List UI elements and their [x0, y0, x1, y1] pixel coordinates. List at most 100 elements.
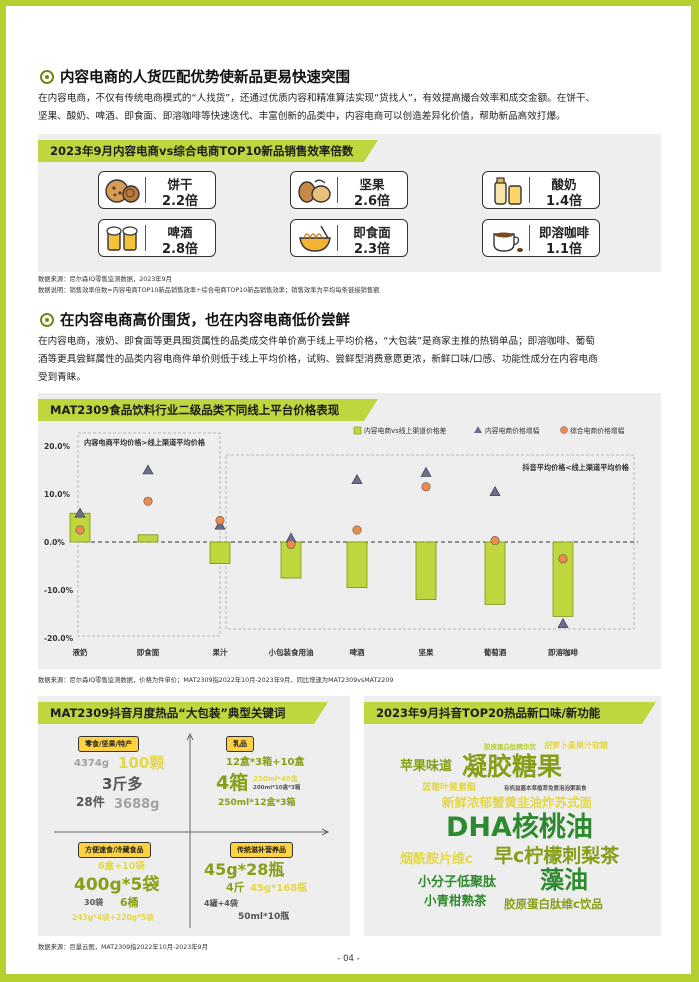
keyword: 12盒*3箱+10盒 — [226, 757, 305, 768]
x-tick-label: 葡萄酒 — [483, 647, 507, 657]
card-divider — [529, 177, 530, 203]
card-value: 1.4倍 — [545, 194, 583, 209]
card-beer: 啤酒 2.8倍 — [98, 219, 216, 257]
annotation-higher: 内容电商平均价格>线上渠道平均价格 — [84, 438, 206, 447]
circle-point-4 — [352, 525, 362, 535]
card-value: 2.6倍 — [353, 194, 391, 209]
section2-paragraph: 在内容电商，液奶、即食面等更具囤货属性的品类成交件单价高于线上平均价格，“大包装… — [38, 333, 678, 387]
bar-6 — [484, 541, 506, 605]
y-tick-label: -20.0% — [44, 634, 74, 643]
triangle-point-5 — [420, 466, 432, 477]
cloud-word: 烟酰胺片维c — [400, 852, 473, 867]
noodles-icon — [299, 225, 331, 252]
x-tick-label: 啤酒 — [350, 647, 365, 657]
card-value: 2.8倍 — [161, 242, 199, 257]
circle-point-0 — [75, 525, 85, 535]
keyword: 50ml*10瓶 — [238, 912, 290, 922]
section1-title: 内容电商的人货匹配优势使新品更易快速突围 — [60, 70, 350, 86]
legend-label-triangle: 内容电商价格增幅 — [485, 426, 540, 435]
target-bullet-icon — [40, 313, 54, 327]
card-divider — [145, 177, 146, 203]
para-line: 坚果、酸奶、啤酒、即食面、即溶咖啡等快速迭代、丰富创新的品类中，内容电商可以创造… — [38, 111, 566, 122]
keyword: 250ml*40盒 — [253, 775, 298, 783]
section2-source: 数据来源：尼尔森IQ零售监测数据，价格为件单价；MAT2309指2022年10月… — [38, 677, 394, 684]
x-tick-label: 果汁 — [213, 647, 228, 657]
card-divider — [337, 225, 338, 251]
card-coffee: 即溶咖啡 1.1倍 — [482, 219, 600, 257]
x-tick-label: 小包装食用油 — [269, 647, 314, 657]
efficiency-panel: 2023年9月内容电商vs综合电商TOP10新品销售效率倍数 饼干 2.2倍 坚… — [38, 134, 661, 272]
card-yogurt: 酸奶 1.4倍 — [482, 171, 600, 209]
keyword: 28件 — [76, 795, 105, 809]
cloud-word: 胶原蛋白肽精华饮 — [484, 743, 536, 751]
legend-swatch-bar — [353, 426, 362, 435]
keyword: 4374g — [74, 758, 109, 769]
triangle-point-4 — [351, 473, 363, 484]
section1-paragraph: 在内容电商，不仅有传统电商模式的“人找货”，还通过优质内容和精准算法实现“货找人… — [38, 90, 678, 126]
circle-point-5 — [421, 482, 431, 492]
card-value: 1.1倍 — [545, 242, 583, 257]
bar-1 — [137, 534, 159, 543]
card-value: 2.2倍 — [161, 194, 199, 209]
keyword: 250ml*12盒*3箱 — [218, 798, 296, 808]
para-line: 在内容电商，不仅有传统电商模式的“人找货”，还通过优质内容和精准算法实现“货找人… — [38, 93, 596, 104]
x-tick-label: 即食面 — [137, 647, 160, 657]
card-biscuit: 饼干 2.2倍 — [98, 171, 216, 209]
circle-point-6 — [490, 536, 500, 546]
para-line: 受到青睐。 — [38, 372, 86, 383]
y-tick-label: 20.0% — [44, 442, 71, 451]
keyword: 30袋 — [84, 898, 104, 907]
legend-swatch-triangle — [474, 426, 482, 433]
annotation-lower: 抖音平均价格<线上渠道平均价格 — [522, 463, 629, 472]
page-number: - 04 - — [337, 954, 360, 964]
cloud-word: 胡萝卜素果汁软糖 — [544, 741, 608, 750]
circle-point-1 — [143, 496, 153, 506]
keyword: 45g*168瓶 — [250, 883, 308, 894]
cloud-word: DHA核桃油 — [446, 812, 593, 843]
x-tick-label: 液奶 — [73, 647, 88, 657]
nuts-icon — [298, 179, 331, 203]
keyword: 6盒+10袋 — [98, 861, 145, 872]
region-box-higher — [77, 432, 221, 637]
keyword: 6桶 — [120, 896, 139, 909]
keyword-panel-title: MAT2309抖音月度热品“大包装”典型关键词 — [38, 702, 328, 724]
y-tick-label: 0.0% — [44, 538, 65, 547]
bar-4 — [346, 541, 368, 588]
keyword: 100颗 — [118, 754, 165, 772]
keyword: 243g*4袋+220g*5袋 — [72, 913, 154, 922]
triangle-point-0 — [74, 507, 86, 518]
cloud-word: 凝胶糖果 — [462, 752, 563, 781]
keyword: 4箱 — [216, 772, 249, 794]
x-tick-label: 即溶咖啡 — [548, 647, 578, 657]
quadrant-label-instant-food: 方便速食/冷藏食品 — [78, 842, 151, 858]
quadrant-axes — [54, 733, 329, 928]
card-name: 酸奶 — [551, 177, 577, 192]
cloud-word: 新鲜浓郁蟹黄韭油炸苏式面 — [442, 795, 593, 810]
keyword: 200ml*10盒*3箱 — [253, 785, 301, 791]
card-name: 饼干 — [167, 177, 193, 192]
section3-source: 数据来源：巨量云图，MAT2309指2022年10月-2023年9月 — [38, 944, 208, 951]
para-line: 酒等更具尝鲜属性的品类内容电商件单价则低于线上平均价格，试购、尝鲜型消费意愿更浓… — [38, 354, 598, 365]
cloud-word: 小分子低聚肽 — [418, 875, 497, 890]
card-name: 即食面 — [353, 225, 391, 240]
y-tick-label: -10.0% — [44, 586, 74, 595]
keyword: 3688g — [114, 797, 160, 812]
circle-point-7 — [558, 554, 568, 564]
beer-icon — [106, 226, 138, 251]
card-name: 坚果 — [359, 177, 385, 192]
bar-2 — [209, 541, 231, 565]
triangle-point-7 — [557, 617, 569, 628]
cloud-word: 蓝莓叶黄素酯 — [422, 783, 477, 793]
wordcloud-panel: 2023年9月抖音TOP20热品新口味/新功能 胶原蛋白肽精华饮 胡萝卜素果汁软… — [364, 696, 661, 936]
section1-source: 数据来源：尼尔森IQ零售监测数据，2023年9月 — [38, 276, 172, 283]
triangle-point-6 — [489, 485, 501, 496]
circle-point-3 — [286, 539, 296, 549]
circle-point-2 — [215, 515, 225, 525]
card-divider — [145, 225, 146, 251]
report-page: 内容电商的人货匹配优势使新品更易快速突围 在内容电商，不仅有传统电商模式的“人找… — [6, 6, 691, 974]
efficiency-panel-title: 2023年9月内容电商vs综合电商TOP10新品销售效率倍数 — [38, 140, 378, 162]
legend-label-bar: 内容电商vs线上渠道价格差 — [364, 426, 447, 435]
legend-label-circle: 综合电商价格增幅 — [570, 426, 625, 435]
cloud-word: 早c柠檬刺梨茶 — [494, 845, 620, 867]
